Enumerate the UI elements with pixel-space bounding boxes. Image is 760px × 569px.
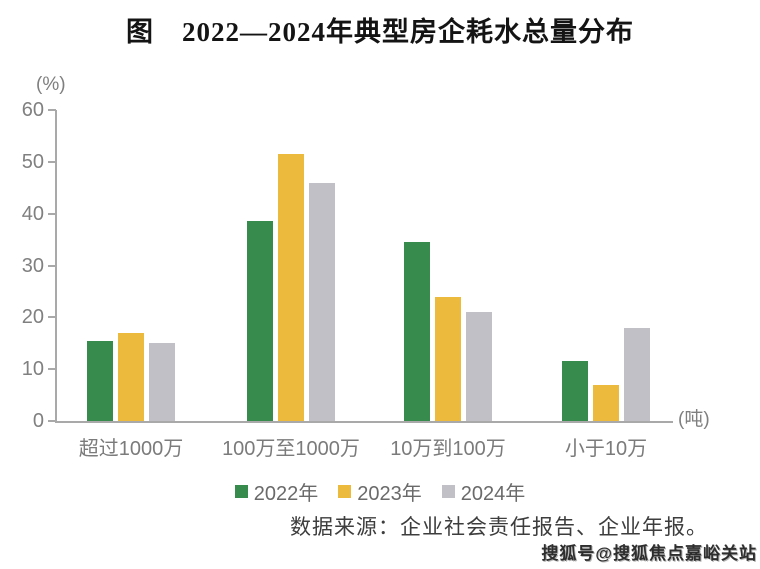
category-label: 小于10万 [564,438,648,460]
data-source-note: 数据来源：企业社会责任报告、企业年报。 [290,515,708,539]
y-tick-label: 0 [32,410,44,432]
category-label: 10万到100万 [390,438,506,460]
y-tick-label: 50 [21,150,44,173]
y-tick-mark [48,109,56,111]
legend-item-2024年: 2024年 [441,477,526,506]
bar-2024年-10万到100万 [466,312,492,421]
bar-2022年-超过1000万 [87,340,113,421]
y-tick-mark [48,316,56,319]
legend-label: 2024年 [460,483,526,505]
y-tick-mark [48,160,56,163]
y-tick-mark [48,420,56,422]
legend-item-2023年: 2023年 [338,477,422,506]
y-tick-label: 20 [21,306,44,329]
y-tick-label: 30 [21,254,44,277]
chart-legend: 2022年 2023年 2024年 [0,477,760,506]
bar-2023年-100万至1000万 [278,154,304,421]
category-label: 100万至1000万 [222,438,360,460]
legend-swatch [234,485,248,498]
bar-2023年-小于10万 [593,384,619,421]
legend-swatch [441,485,455,498]
y-tick-label: 60 [21,99,44,121]
bar-2024年-超过1000万 [149,343,175,421]
bar-2024年-100万至1000万 [309,182,335,421]
y-tick-mark [48,368,56,371]
legend-label: 2022年 [253,483,319,505]
bar-2023年-超过1000万 [118,332,144,421]
bar-2022年-10万到100万 [404,242,430,421]
y-tick-mark [48,264,56,267]
bar-2024年-小于10万 [624,327,650,421]
legend-label: 2023年 [357,483,422,505]
bar-2022年-100万至1000万 [247,221,273,421]
y-axis-unit-label: (%) [36,74,66,95]
y-tick-label: 10 [21,358,44,381]
chart-title: 图 2022—2024年典型房企耗水总量分布 [126,17,634,47]
y-axis-line [55,110,57,422]
bar-2022年-小于10万 [562,361,588,421]
y-tick-mark [48,212,56,215]
y-tick-label: 40 [21,202,44,225]
bar-2023年-10万到100万 [435,296,461,421]
legend-item-2022年: 2022年 [234,477,319,506]
x-axis-line [55,421,673,423]
x-axis-unit-label: (吨) [678,409,710,430]
watermark-text: 搜狐号@搜狐焦点嘉峪关站 [541,544,757,563]
legend-swatch [338,485,352,498]
category-label: 超过1000万 [78,438,184,460]
